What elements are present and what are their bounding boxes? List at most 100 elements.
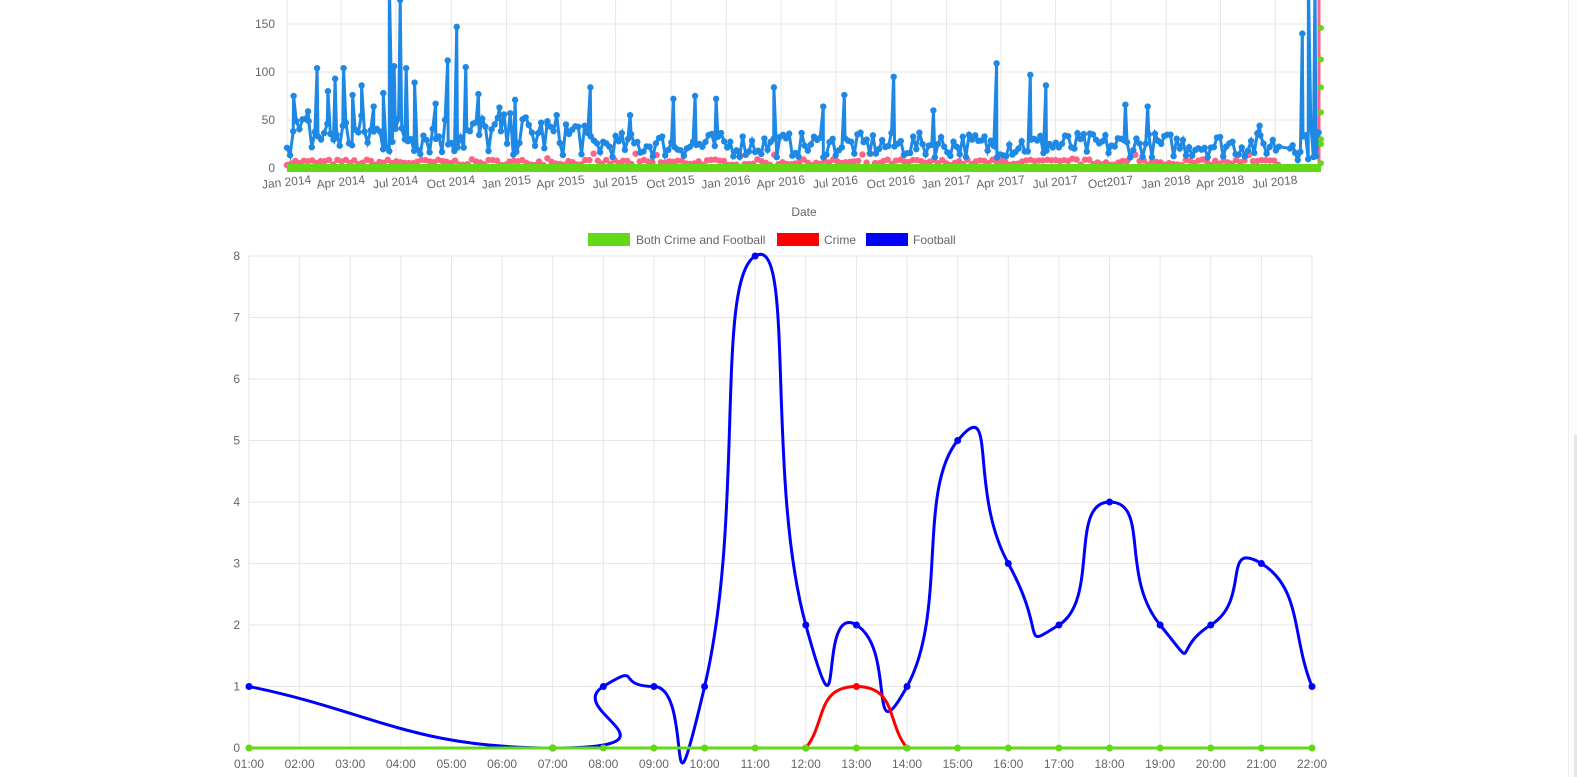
point-football[interactable] bbox=[1106, 498, 1114, 506]
top-football-point bbox=[730, 153, 737, 160]
top-football-point bbox=[308, 144, 315, 151]
page-scrollbar[interactable] bbox=[1568, 0, 1577, 777]
top-football-point bbox=[748, 137, 756, 145]
point-football[interactable] bbox=[751, 252, 759, 260]
point-football[interactable] bbox=[903, 683, 911, 690]
date-series-chart: 0 50 100 150 Jan 2014 Apr 2014 Jul 2014 Oct 20… bbox=[255, 0, 1324, 219]
top-football-point bbox=[462, 63, 469, 71]
top-football-point bbox=[1167, 131, 1174, 138]
top-football-point bbox=[1216, 133, 1224, 141]
point-both-crime-and-football[interactable] bbox=[954, 744, 962, 752]
top-football-point bbox=[919, 140, 926, 148]
point-football[interactable] bbox=[650, 683, 658, 690]
top-football-point bbox=[330, 136, 337, 143]
point-football[interactable] bbox=[1207, 621, 1215, 629]
point-football[interactable] bbox=[852, 621, 860, 629]
top-football-point bbox=[1263, 150, 1270, 157]
point-both-crime-and-football[interactable] bbox=[903, 744, 911, 752]
point-football[interactable] bbox=[245, 683, 253, 690]
top-football-point bbox=[482, 123, 489, 130]
point-both-crime-and-football[interactable] bbox=[1055, 744, 1063, 752]
top-football-point bbox=[398, 125, 405, 132]
top-football-point bbox=[1006, 141, 1013, 148]
top-football-point bbox=[1099, 138, 1106, 145]
top-football-point bbox=[324, 120, 331, 127]
top-football-point bbox=[1302, 131, 1309, 139]
legend-swatch bbox=[588, 233, 630, 246]
point-both-crime-and-football[interactable] bbox=[599, 744, 607, 752]
point-crime[interactable] bbox=[852, 683, 860, 690]
top-football-point bbox=[313, 64, 321, 72]
bottom-x-tick-label: 07:00 bbox=[538, 757, 568, 771]
top-football-point bbox=[680, 152, 687, 159]
point-football[interactable] bbox=[1308, 683, 1316, 690]
top-x-tick-label: Jan 2014 bbox=[261, 172, 312, 191]
legend-item-football[interactable]: Football bbox=[866, 233, 956, 247]
bottom-y-tick-label: 4 bbox=[233, 495, 240, 509]
point-both-crime-and-football[interactable] bbox=[751, 744, 759, 752]
point-crime[interactable] bbox=[802, 744, 810, 752]
point-crime[interactable] bbox=[903, 744, 911, 752]
top-football-point bbox=[930, 107, 937, 114]
top-football-point bbox=[1015, 145, 1022, 152]
point-football[interactable] bbox=[954, 437, 962, 444]
top-football-point bbox=[1144, 103, 1151, 110]
point-football[interactable] bbox=[1257, 560, 1265, 567]
top-football-point bbox=[1058, 140, 1066, 147]
top-crime-point bbox=[325, 156, 333, 164]
top-football-point bbox=[733, 147, 740, 154]
point-football[interactable] bbox=[1156, 621, 1164, 629]
point-both-crime-and-football[interactable] bbox=[852, 744, 860, 752]
point-both-crime-and-football[interactable] bbox=[549, 744, 557, 752]
legend-item-both-crime-and-football[interactable]: Both Crime and Football bbox=[588, 233, 765, 247]
legend-item-crime[interactable]: Crime bbox=[777, 233, 856, 247]
point-football[interactable] bbox=[1004, 560, 1012, 567]
scrollbar-thumb[interactable] bbox=[1574, 435, 1577, 777]
bottom-x-tick-label: 04:00 bbox=[386, 757, 416, 771]
point-football[interactable] bbox=[599, 683, 607, 690]
point-both-crime-and-football[interactable] bbox=[1106, 744, 1114, 752]
top-football-point bbox=[1182, 152, 1190, 159]
point-football[interactable] bbox=[549, 744, 557, 752]
top-football-point bbox=[494, 114, 501, 121]
point-both-crime-and-football[interactable] bbox=[650, 744, 658, 752]
top-football-point bbox=[720, 138, 728, 145]
bottom-x-tick-label: 14:00 bbox=[892, 757, 922, 771]
top-football-point bbox=[321, 129, 328, 137]
top-football-point bbox=[290, 92, 297, 100]
point-both-crime-and-football[interactable] bbox=[245, 744, 253, 752]
point-both-crime-and-football[interactable] bbox=[1308, 744, 1316, 752]
point-both-crime-and-football[interactable] bbox=[1207, 744, 1215, 752]
top-series-both bbox=[287, 24, 1324, 172]
top-football-point bbox=[466, 128, 474, 135]
top-football-point bbox=[1170, 152, 1177, 160]
top-football-point bbox=[621, 146, 629, 154]
top-x-tick-label: Jul 2017 bbox=[1032, 173, 1079, 192]
point-both-crime-and-football[interactable] bbox=[1004, 744, 1012, 752]
point-football[interactable] bbox=[802, 621, 810, 629]
point-both-crime-and-football[interactable] bbox=[802, 744, 810, 752]
top-football-point bbox=[773, 153, 780, 161]
point-football[interactable] bbox=[1055, 621, 1063, 629]
bottom-x-tick-label: 03:00 bbox=[335, 757, 365, 771]
top-football-point bbox=[1247, 137, 1255, 145]
top-football-point bbox=[913, 145, 920, 153]
top-football-point bbox=[380, 89, 387, 97]
point-both-crime-and-football[interactable] bbox=[701, 744, 709, 752]
top-football-point bbox=[888, 129, 895, 137]
top-football-point bbox=[662, 152, 669, 159]
top-football-point bbox=[1266, 143, 1273, 151]
top-football-point bbox=[376, 128, 384, 135]
top-football-point bbox=[1080, 130, 1087, 138]
point-football[interactable] bbox=[701, 683, 709, 690]
chart-legend: Both Crime and Football Crime Football bbox=[588, 233, 956, 247]
top-football-point bbox=[596, 148, 604, 156]
bottom-x-tick-label: 12:00 bbox=[791, 757, 821, 771]
bottom-y-tick-label: 6 bbox=[233, 372, 240, 386]
top-football-point bbox=[516, 139, 523, 147]
top-football-point bbox=[795, 153, 802, 160]
top-football-point bbox=[627, 130, 635, 138]
point-both-crime-and-football[interactable] bbox=[1156, 744, 1164, 752]
top-football-point bbox=[1251, 149, 1258, 157]
point-both-crime-and-football[interactable] bbox=[1257, 744, 1265, 752]
